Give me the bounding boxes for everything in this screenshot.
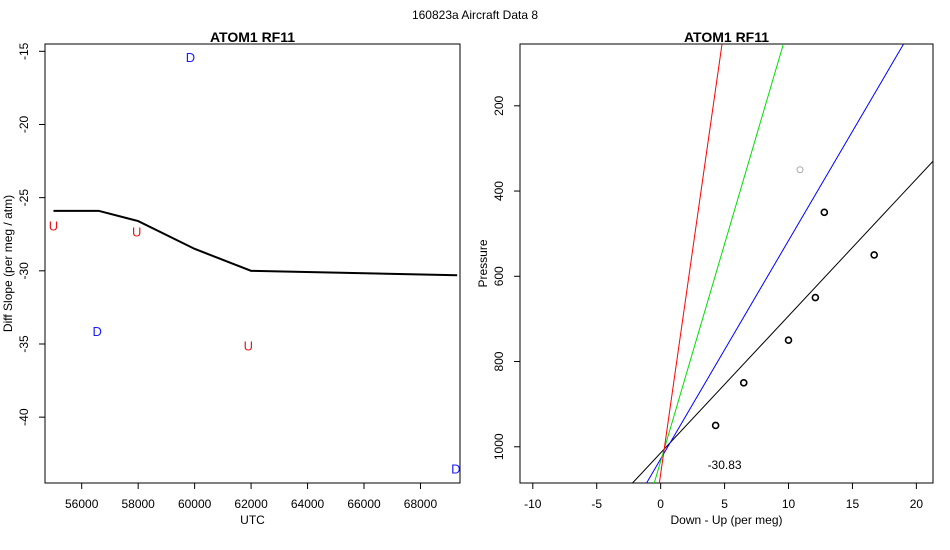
data-point — [739, 379, 748, 387]
x-tick-label: 66000 — [347, 497, 381, 511]
x-tick-label: 64000 — [291, 497, 325, 511]
up-marker: U — [132, 224, 141, 239]
x-tick-label: -10 — [524, 497, 542, 511]
left-panel: ATOM1 RF11 56000 58000 60000 62000 64000 66000… — [1, 29, 461, 527]
data-point — [784, 336, 793, 345]
y-tick-label: 200 — [492, 95, 506, 115]
y-axis-label: Diff Slope (per meg / atm) — [1, 195, 15, 332]
y-tick-label: -15 — [17, 42, 31, 60]
x-tick-label: 68000 — [404, 497, 438, 511]
down-marker: D — [451, 461, 460, 476]
down-marker: D — [93, 324, 102, 339]
x-tick-label: 20 — [910, 497, 924, 511]
y-tick-label: -20 — [17, 115, 31, 133]
x-tick-label: 10 — [782, 497, 796, 511]
fit-line — [646, 44, 905, 483]
figure-title: 160823a Aircraft Data 8 — [412, 8, 538, 22]
data-point — [711, 421, 720, 430]
slope-annotation: -30.83 — [708, 458, 742, 472]
panel-title: ATOM1 RF11 — [684, 29, 769, 45]
x-tick-label: 56000 — [65, 497, 99, 511]
y-tick-label: 400 — [492, 181, 506, 201]
y-axis-label: Pressure — [476, 239, 490, 287]
y-tick-label: -35 — [17, 335, 31, 353]
y-tick-label: 800 — [492, 351, 506, 371]
x-tick-label: 58000 — [121, 497, 155, 511]
plot-area: U U D D U D — [49, 50, 460, 476]
y-tick-label: -40 — [17, 408, 31, 426]
y-tick-label: 1000 — [492, 433, 506, 460]
y-tick-label: -30 — [17, 262, 31, 280]
panel-title: ATOM1 RF11 — [210, 29, 295, 45]
x-tick-label: 0 — [657, 497, 664, 511]
plot-frame — [519, 43, 934, 484]
right-panel: ATOM1 RF11 -10 -5 0 5 10 15 20 200 400 600 800 1000 D… — [476, 29, 934, 527]
x-axis-label: UTC — [240, 513, 265, 527]
y-tick-label: 600 — [492, 266, 506, 286]
plot-area: -30.83 — [632, 44, 933, 483]
up-marker: U — [49, 218, 58, 233]
fit-line — [653, 44, 784, 483]
x-tick-label: 5 — [721, 497, 728, 511]
y-tick-label: -25 — [17, 189, 31, 207]
x-tick-label: 62000 — [234, 497, 268, 511]
x-tick-label: 15 — [846, 497, 860, 511]
excluded-data-point — [796, 166, 804, 174]
series-line — [53, 209, 458, 277]
x-axis-label: Down - Up (per meg) — [670, 513, 782, 527]
down-marker: D — [186, 50, 195, 65]
fit-line — [658, 44, 723, 483]
x-tick-label: 60000 — [178, 497, 212, 511]
plot-frame — [44, 43, 461, 484]
up-marker: U — [244, 338, 253, 353]
data-point — [870, 251, 878, 259]
fit-line — [632, 160, 933, 483]
data-point — [820, 208, 829, 217]
data-point — [811, 293, 820, 302]
x-tick-label: -5 — [591, 497, 602, 511]
